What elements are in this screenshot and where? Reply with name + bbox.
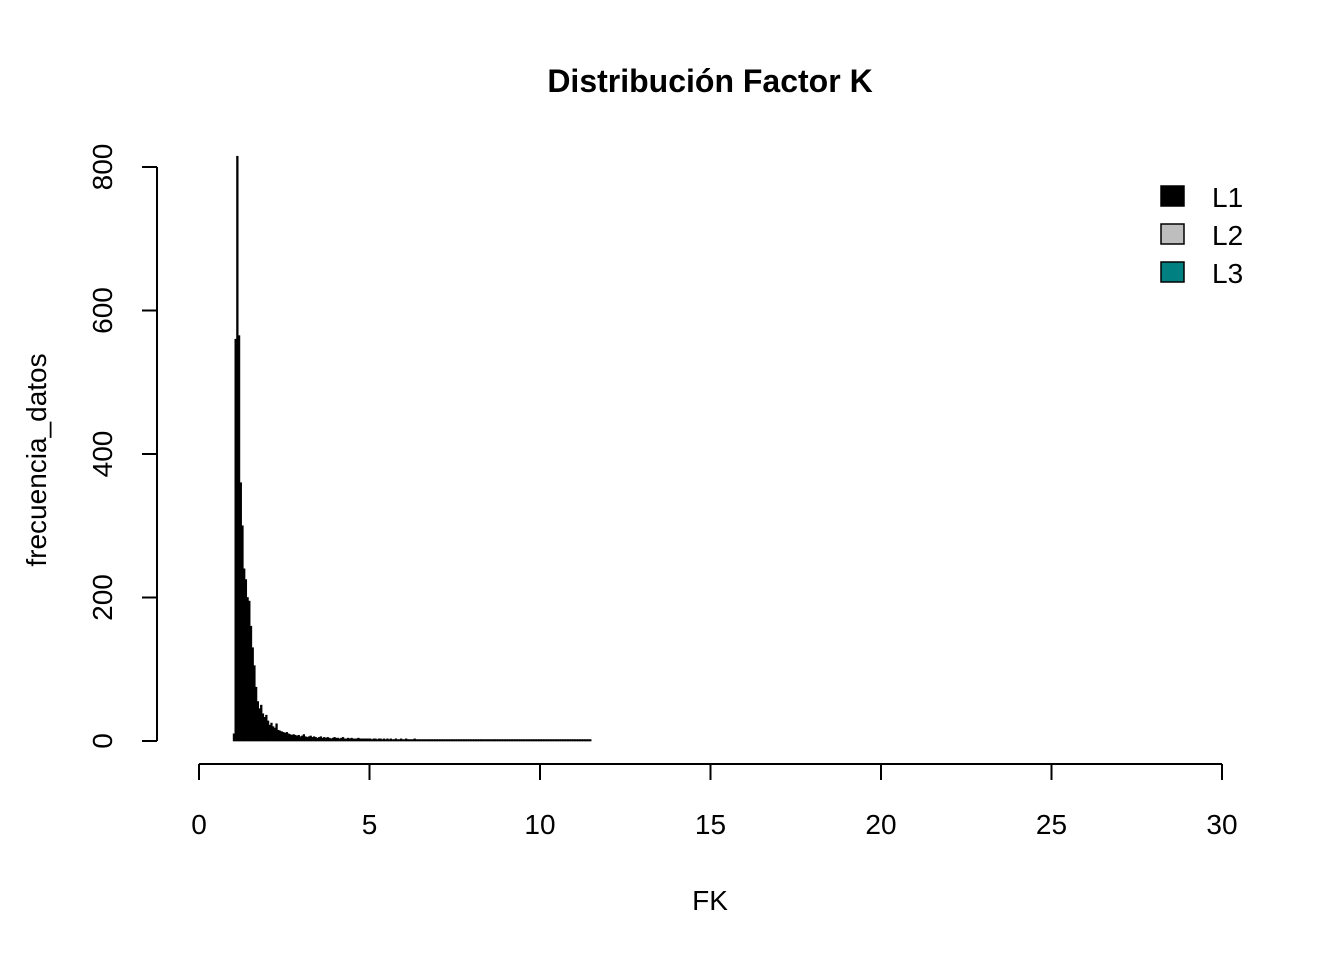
y-tick-label: 800 [87,144,118,191]
y-tick-label: 600 [87,287,118,334]
x-axis: 0 5 10 15 20 25 30 [191,763,1238,840]
x-tick-label: 30 [1206,809,1237,840]
legend-label: L1 [1212,182,1243,213]
x-tick-label: 15 [695,809,726,840]
legend: L1 L2 L3 [1160,182,1243,289]
x-tick-label: 20 [865,809,896,840]
legend-swatch [1160,223,1185,245]
histogram-bar [589,739,592,742]
x-tick-label: 25 [1036,809,1067,840]
legend-swatch [1160,185,1185,207]
histogram-bars [232,155,592,742]
y-tick-label: 200 [87,574,118,621]
y-tick-label: 0 [87,733,118,749]
y-tick-label: 400 [87,431,118,478]
y-axis: 0 200 400 600 800 [87,144,158,749]
x-tick-label: 0 [191,809,207,840]
x-tick-label: 5 [362,809,378,840]
legend-label: L3 [1212,258,1243,289]
legend-label: L2 [1212,220,1243,251]
x-axis-label: FK [692,885,728,916]
legend-swatch [1160,261,1185,283]
x-tick-label: 10 [524,809,555,840]
chart-title: Distribución Factor K [547,63,872,99]
y-axis-label: frecuencia_datos [21,353,52,566]
